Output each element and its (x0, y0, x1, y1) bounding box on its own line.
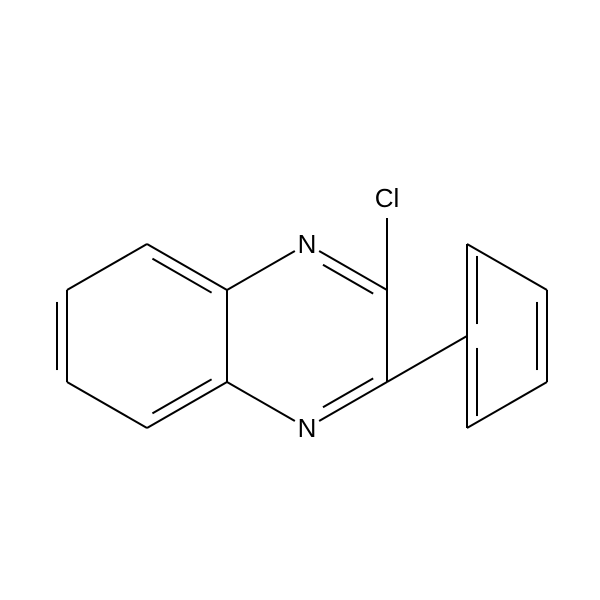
bond-line (227, 382, 295, 421)
atom-label-n: N (298, 413, 317, 443)
bond-line (319, 251, 387, 290)
bond-line (319, 382, 387, 421)
atom-label-n: N (298, 229, 317, 259)
bond-line (387, 336, 467, 382)
bond-line (323, 265, 373, 294)
bond-line (67, 244, 147, 290)
bond-line (467, 382, 547, 428)
bond-line (227, 251, 295, 290)
bond-line (467, 244, 547, 290)
molecule-diagram: N N Cl (0, 0, 600, 600)
atom-label-cl: Cl (375, 183, 400, 213)
bond-line (147, 382, 227, 428)
bond-line (67, 382, 147, 428)
bond-line (147, 244, 227, 290)
bond-line (323, 378, 373, 407)
